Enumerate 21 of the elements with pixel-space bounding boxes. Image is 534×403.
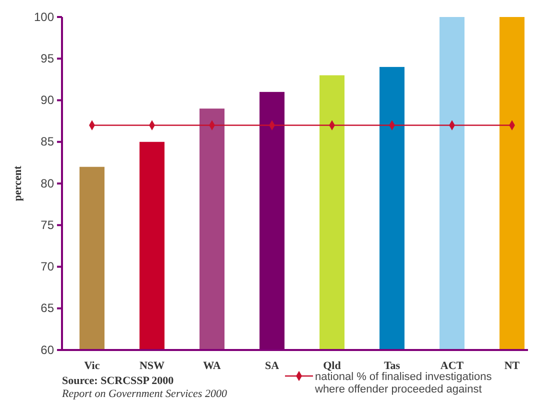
x-tick-label: SA — [264, 360, 280, 372]
y-tick-label: 95 — [40, 51, 54, 66]
x-tick-label: NSW — [139, 360, 165, 372]
y-tick-label: 65 — [40, 301, 54, 316]
x-tick-label: Vic — [84, 360, 100, 372]
y-tick-label: 90 — [40, 93, 54, 108]
source-note: Source: SCRCSSP 2000 — [62, 375, 174, 387]
x-tick-label: NT — [504, 360, 520, 372]
text: Report on Government Services 2000 — [61, 388, 228, 400]
x-tick-label: Tas — [384, 360, 401, 372]
x-tick-label: ACT — [440, 360, 464, 372]
legend-label: national % of finalised investigations where offender proceeded against — [314, 370, 492, 396]
x-tick-label: WA — [203, 360, 221, 372]
y-tick-label: 85 — [40, 134, 54, 149]
y-axis-title: percent — [12, 166, 24, 202]
y-tick-label: 60 — [40, 342, 54, 357]
y-tick-label: 75 — [40, 218, 54, 232]
y-tick-label: 70 — [40, 260, 54, 274]
y-tick-label: 80 — [40, 176, 54, 190]
x-tick-label: Qld — [323, 360, 341, 372]
y-tick-label: 100 — [34, 10, 54, 24]
